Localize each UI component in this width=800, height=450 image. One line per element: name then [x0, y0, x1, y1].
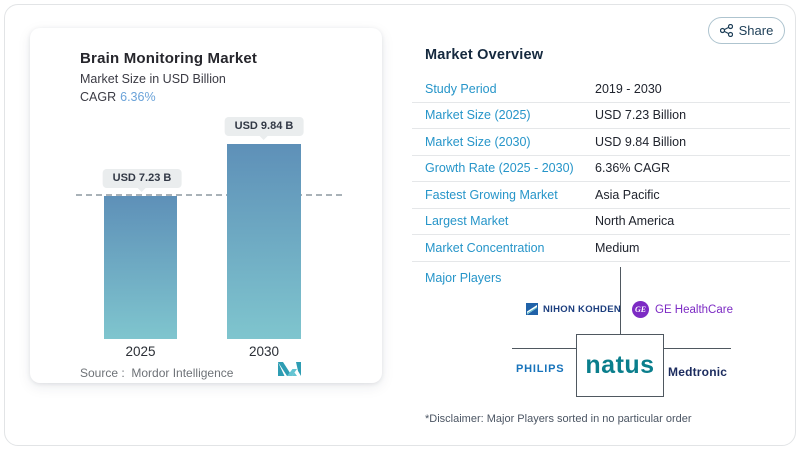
players-connector-right: [664, 348, 731, 349]
overview-table: Study Period 2019 - 2030 Market Size (20…: [412, 76, 790, 262]
natus-wordmark: natus: [585, 351, 655, 379]
share-button-label: Share: [738, 23, 774, 38]
row-label: Market Size (2030): [425, 134, 531, 149]
row-value: 6.36% CAGR: [595, 161, 671, 176]
row-label: Largest Market: [425, 214, 509, 229]
source-attribution: Source : Mordor Intelligence: [80, 366, 233, 380]
table-row: Study Period 2019 - 2030: [412, 76, 790, 103]
bar-value-label-2025: USD 7.23 B: [102, 169, 182, 188]
x-tick-2025: 2025: [125, 344, 156, 359]
chart-title: Brain Monitoring Market: [80, 50, 258, 67]
nihon-kohden-icon: [526, 303, 538, 315]
table-row: Fastest Growing Market Asia Pacific: [412, 182, 790, 209]
row-label: Market Concentration: [425, 240, 545, 255]
players-connector-left: [512, 348, 576, 349]
logo-natus: natus: [576, 334, 664, 397]
major-players-label: Major Players: [425, 271, 502, 285]
row-value: Medium: [595, 240, 640, 255]
row-value: USD 9.84 Billion: [595, 134, 687, 149]
table-row: Market Size (2025) USD 7.23 Billion: [412, 103, 790, 129]
chart-cagr: CAGR 6.36%: [80, 90, 156, 104]
overview-heading: Market Overview: [425, 47, 544, 63]
source-value: Mordor Intelligence: [131, 366, 234, 380]
outer-frame: [4, 4, 796, 446]
cagr-value: 6.36%: [120, 90, 156, 104]
x-tick-2030: 2030: [248, 344, 280, 359]
table-row: Largest Market North America: [412, 209, 790, 235]
bar-2025: [104, 196, 177, 339]
source-label: Source :: [80, 366, 125, 380]
chart-card: Brain Monitoring Market Market Size in U…: [30, 28, 382, 383]
share-icon: [719, 24, 733, 37]
row-label: Market Size (2025): [425, 108, 531, 123]
cagr-label: CAGR: [80, 90, 117, 104]
players-connector-vertical: [620, 267, 621, 334]
logo-nihon-kohden: NIHON KOHDEN: [526, 303, 621, 315]
share-button[interactable]: Share: [708, 17, 785, 44]
row-value: USD 7.23 Billion: [595, 108, 687, 123]
reference-dashed-line: [76, 194, 342, 196]
nihon-kohden-wordmark: NIHON KOHDEN: [543, 303, 622, 315]
row-value: Asia Pacific: [595, 187, 660, 202]
row-label: Growth Rate (2025 - 2030): [425, 161, 574, 176]
bar-2030: [227, 144, 301, 339]
table-row: Growth Rate (2025 - 2030) 6.36% CAGR: [412, 156, 790, 182]
row-value: 2019 - 2030: [595, 81, 662, 96]
table-row: Market Size (2030) USD 9.84 Billion: [412, 129, 790, 156]
table-row: Market Concentration Medium: [412, 235, 790, 262]
row-value: North America: [595, 214, 675, 229]
logo-philips: PHILIPS: [516, 363, 565, 375]
row-label: Fastest Growing Market: [425, 187, 558, 202]
ge-healthcare-wordmark: GE HealthCare: [655, 303, 733, 316]
ge-monogram-icon: GE: [632, 301, 649, 318]
mordor-intelligence-logo-icon: [278, 362, 301, 376]
bar-value-label-2030: USD 9.84 B: [224, 117, 304, 136]
logo-medtronic: Medtronic: [668, 365, 728, 379]
logo-ge-healthcare: GE GE HealthCare: [632, 301, 733, 318]
chart-subtitle: Market Size in USD Billion: [80, 72, 226, 86]
row-label: Study Period: [425, 81, 497, 96]
players-disclaimer: *Disclaimer: Major Players sorted in no …: [425, 413, 692, 425]
